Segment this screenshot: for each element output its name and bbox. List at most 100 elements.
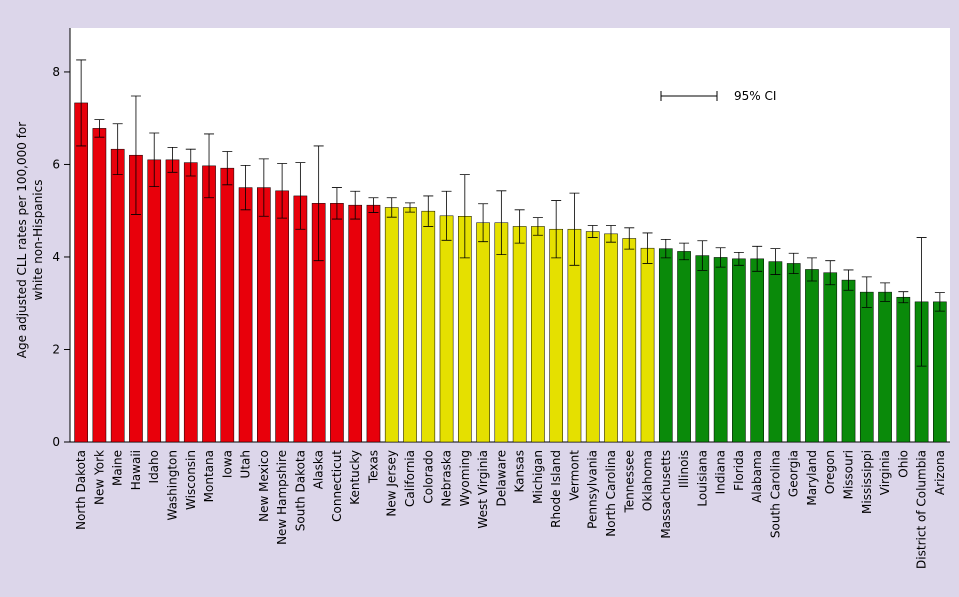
x-tick-label: Florida [732, 450, 746, 491]
bar [257, 187, 271, 443]
x-tick-label: Pennsylvania [586, 450, 600, 529]
x-tick-label: North Carolina [604, 450, 618, 537]
plot-area [70, 28, 950, 442]
bar [549, 228, 564, 443]
x-tick-label: Kansas [513, 450, 527, 492]
bar [110, 148, 125, 443]
error-bar [569, 192, 580, 266]
error-bar [916, 237, 927, 367]
bar [421, 210, 436, 443]
error-bar [130, 95, 141, 215]
bar [275, 190, 289, 443]
bar [403, 207, 417, 443]
error-bar [934, 292, 945, 312]
bar [74, 102, 88, 443]
x-tick-label: Ohio [896, 450, 910, 478]
y-axis-label: white non-Hispanics [31, 180, 45, 301]
bar [896, 296, 911, 443]
x-tick-label: Hawaii [129, 450, 143, 490]
bar [165, 159, 180, 443]
x-tick-label: Nebraska [440, 450, 454, 507]
bar [238, 187, 253, 443]
error-bar [496, 190, 507, 256]
bar [366, 204, 381, 443]
y-tick-label: 6 [52, 157, 60, 171]
x-tick-label: Alabama [750, 450, 764, 503]
x-tick-label: Oregon [823, 450, 837, 494]
error-bar [185, 148, 196, 177]
bar [439, 215, 454, 443]
bar [823, 272, 838, 443]
error-bar [313, 145, 324, 262]
error-bar [277, 163, 288, 219]
ci-legend-label: 95% CI [734, 89, 776, 103]
x-tick-label: Connecticut [330, 450, 344, 522]
error-bar [715, 247, 726, 268]
error-bar [112, 123, 123, 176]
bar [92, 128, 107, 443]
x-tick-label: Montana [202, 450, 216, 502]
x-tick-label: Rhode Island [549, 450, 563, 528]
y-axis-label: Age adjusted CLL rates per 100,000 for [15, 122, 29, 358]
ci-legend-symbol [660, 91, 718, 101]
error-bar [587, 225, 598, 238]
x-tick-label: Washington [165, 450, 179, 521]
x-tick-label: New Jersey [385, 450, 399, 517]
error-bar [478, 203, 489, 243]
x-tick-label: New Mexico [257, 450, 271, 522]
error-bar [605, 225, 616, 243]
x-tick-label: South Carolina [768, 450, 782, 538]
error-bar [258, 158, 269, 217]
x-tick-label: West Virginia [476, 450, 490, 529]
error-bar [405, 202, 416, 213]
error-bar [94, 119, 105, 138]
error-bar [331, 187, 342, 220]
bar [677, 251, 691, 443]
error-bar [843, 269, 854, 291]
x-tick-label: Illinois [677, 450, 691, 488]
x-tick-label: Alaska [312, 450, 326, 489]
bar [805, 269, 819, 443]
error-bar [423, 195, 434, 227]
error-bar [697, 240, 708, 271]
bar [713, 257, 728, 443]
error-bar [551, 200, 562, 259]
error-bar [770, 248, 781, 275]
error-bar [642, 232, 653, 264]
bar [531, 226, 545, 443]
x-tick-label: Vermont [567, 450, 581, 501]
x-tick-label: Oklahoma [641, 450, 655, 511]
y-tick-label: 2 [52, 342, 60, 356]
bar [622, 238, 637, 443]
error-bar [532, 217, 543, 236]
bar [220, 167, 235, 443]
bar [750, 258, 764, 443]
x-tick-label: Idaho [147, 450, 161, 483]
bar [202, 165, 216, 443]
error-bar [752, 245, 763, 272]
error-bar [76, 59, 87, 147]
bar [585, 231, 600, 443]
error-bar [898, 291, 909, 304]
bar [604, 233, 618, 443]
x-tick-label: Virginia [878, 450, 892, 495]
x-tick-label: Wisconsin [184, 450, 198, 510]
error-bar [368, 197, 379, 213]
error-bar [679, 242, 690, 261]
bar [768, 261, 783, 443]
x-tick-label: Massachusetts [659, 450, 673, 539]
error-bar [806, 257, 817, 282]
error-bar [459, 174, 470, 259]
bar [330, 203, 344, 443]
x-tick-label: Georgia [787, 450, 801, 497]
error-bar [167, 146, 178, 173]
bar [732, 258, 746, 443]
error-bar [514, 209, 525, 244]
bar [658, 248, 673, 443]
y-tick-label: 8 [52, 65, 60, 79]
bar [512, 226, 527, 443]
error-bar [204, 133, 215, 199]
y-tick-label: 4 [52, 250, 60, 264]
